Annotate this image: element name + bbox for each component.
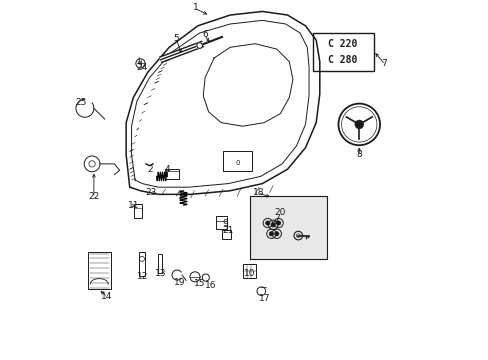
Text: 5: 5 [173,34,179,43]
Text: 3: 3 [177,192,183,201]
Text: 20: 20 [274,208,285,217]
Bar [223,151,251,171]
Text: 13: 13 [154,269,165,278]
Text: 6: 6 [202,30,207,39]
Text: 11: 11 [127,201,139,210]
Bar [88,252,111,289]
Text: 21: 21 [222,226,234,235]
Bar [215,216,226,229]
Text: C 280: C 280 [328,55,357,65]
Text: 19: 19 [174,278,185,287]
Circle shape [354,120,363,129]
Text: 4: 4 [164,165,170,174]
Text: 17: 17 [258,294,269,303]
Text: 1: 1 [193,3,199,12]
Text: 8: 8 [356,150,362,159]
Text: 23: 23 [145,188,157,197]
Text: 14: 14 [101,292,112,301]
Text: 7: 7 [381,59,386,68]
Circle shape [196,42,202,48]
Bar [139,252,145,276]
Bar [242,264,256,278]
Text: 10: 10 [244,269,255,278]
Text: 9: 9 [222,219,227,228]
Text: 0: 0 [235,160,239,166]
Circle shape [265,221,269,225]
Circle shape [296,234,300,237]
Circle shape [274,231,278,236]
Text: 18: 18 [253,188,264,197]
Text: 24: 24 [136,63,147,72]
Bar [249,196,326,259]
Bar [158,253,162,273]
Text: 16: 16 [204,281,216,290]
Text: 12: 12 [136,272,148,281]
Text: 15: 15 [194,279,205,288]
Text: 2: 2 [147,165,153,174]
Text: C 220: C 220 [328,39,357,49]
Bar [222,230,231,239]
Text: 22: 22 [88,192,99,201]
Circle shape [276,221,280,225]
Bar [312,33,373,71]
Circle shape [269,231,273,236]
Circle shape [270,223,275,227]
Bar [164,168,178,179]
Bar [134,204,142,218]
Text: 25: 25 [75,98,86,107]
